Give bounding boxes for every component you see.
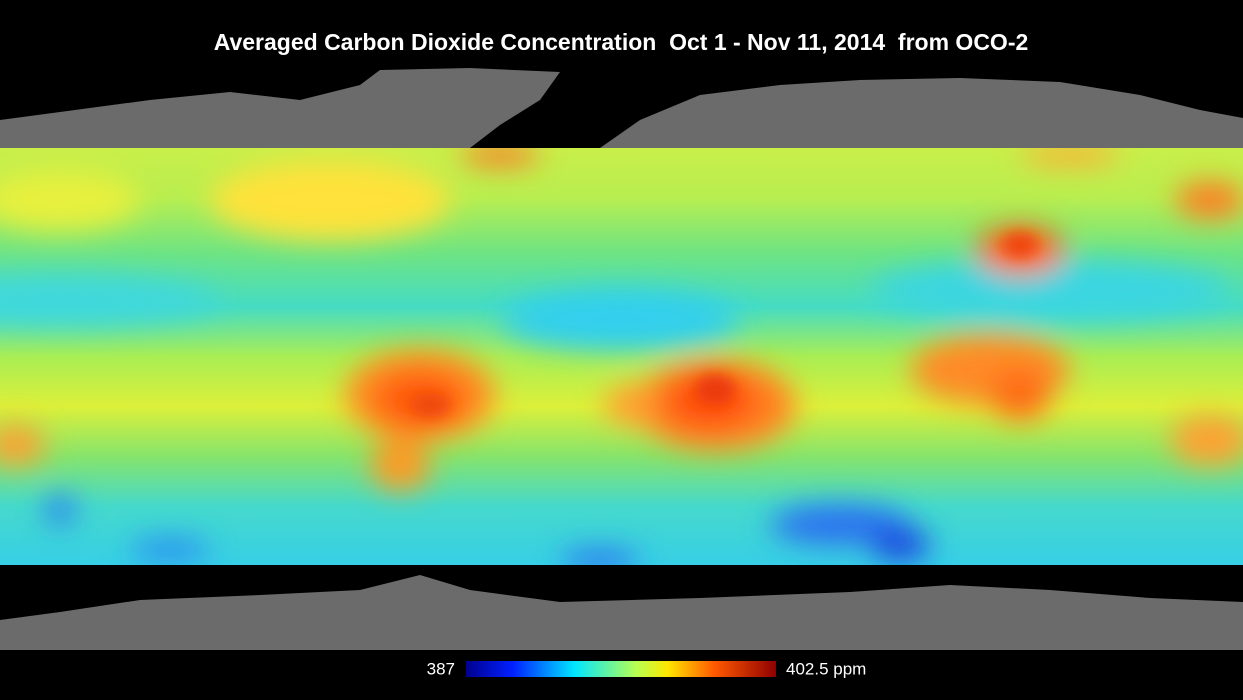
- northern-land: [0, 68, 1243, 148]
- colorbar-max-label: 402.5 ppm: [786, 659, 866, 678]
- co2-field: [0, 148, 1243, 565]
- southern-land: [0, 575, 1243, 650]
- colorbar: [466, 661, 776, 677]
- map-title: Averaged Carbon Dioxide Concentration Oc…: [214, 29, 1029, 55]
- co2-anomalies: [0, 148, 1243, 565]
- co2-hotspots: [410, 233, 1038, 417]
- colorbar-min-label: 387: [427, 659, 455, 678]
